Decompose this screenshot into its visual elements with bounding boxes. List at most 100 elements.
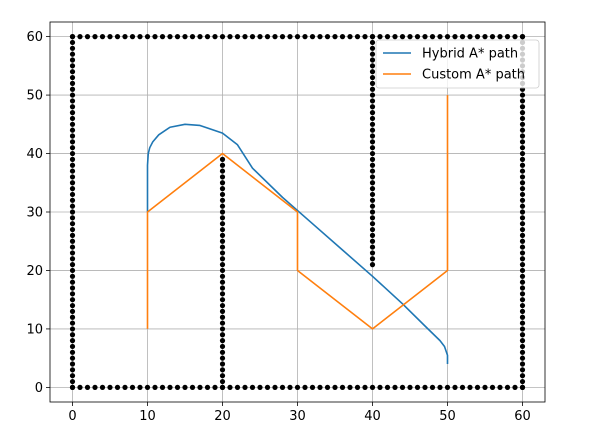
obstacle-point <box>219 308 226 314</box>
obstacle-point <box>227 384 233 390</box>
obstacle-point <box>122 384 128 390</box>
obstacle-point <box>369 110 376 116</box>
obstacle-point <box>377 384 383 390</box>
obstacle-point <box>444 34 451 40</box>
obstacle-point <box>219 221 226 227</box>
series-lines <box>146 95 449 364</box>
obstacle-point <box>219 262 226 268</box>
obstacle-point <box>519 256 526 262</box>
obstacle-point <box>369 203 376 209</box>
obstacle-point <box>362 384 368 390</box>
obstacle-point <box>219 238 226 244</box>
obstacle-point <box>77 384 83 390</box>
obstacle-point <box>369 74 376 81</box>
obstacle-point <box>137 384 143 390</box>
obstacle-point <box>264 34 271 40</box>
obstacle-point <box>369 197 376 203</box>
obstacle-point <box>489 34 496 40</box>
obstacle-point <box>69 314 76 320</box>
x-tick-label: 10 <box>139 409 156 424</box>
obstacle-point <box>377 34 383 40</box>
axis-ticks: 0 10 20 30 40 50 60 0 10 20 30 40 50 60 <box>26 30 530 424</box>
obstacle-point <box>69 291 76 297</box>
obstacle-point <box>257 384 263 390</box>
obstacle-point <box>369 162 376 168</box>
obstacle-point <box>69 226 76 233</box>
obstacle-point <box>519 121 526 127</box>
obstacle-point <box>219 297 226 303</box>
obstacle-point <box>182 34 188 40</box>
obstacle-point <box>519 332 526 338</box>
obstacle-point <box>459 34 466 40</box>
obstacle-point <box>324 384 331 390</box>
obstacle-point <box>107 384 113 390</box>
obstacle-point <box>519 203 526 209</box>
obstacle-point <box>369 250 376 256</box>
y-tick-label: 10 <box>26 322 43 337</box>
obstacle-point <box>69 332 76 338</box>
obstacle-point <box>519 367 526 373</box>
obstacle-point <box>144 34 151 40</box>
obstacle-point <box>369 174 376 180</box>
obstacle-point <box>152 384 158 390</box>
obstacle-point <box>369 150 376 157</box>
obstacle-point <box>519 139 526 145</box>
obstacle-point <box>519 34 526 40</box>
obstacle-point <box>317 34 323 40</box>
obstacle-point <box>159 384 166 390</box>
obstacle-point <box>392 34 398 40</box>
obstacle-point <box>519 326 526 332</box>
obstacle-point <box>219 320 226 326</box>
obstacle-point <box>512 384 518 390</box>
obstacle-point <box>474 384 481 390</box>
obstacle-point <box>369 121 376 127</box>
obstacle-point <box>324 34 331 40</box>
obstacle-point <box>467 34 473 40</box>
obstacle-point <box>369 232 376 238</box>
obstacle-point <box>369 209 376 215</box>
obstacle-point <box>219 250 226 256</box>
obstacle-point <box>519 244 526 250</box>
obstacle-point <box>219 367 226 373</box>
obstacle-point <box>407 34 413 40</box>
obstacle-point <box>519 92 526 98</box>
obstacle-point <box>234 384 241 390</box>
obstacle-point <box>69 57 76 63</box>
obstacle-point <box>369 34 376 40</box>
obstacle-point <box>69 297 76 303</box>
obstacle-point <box>354 384 361 390</box>
obstacle-point <box>219 285 226 291</box>
obstacle-point <box>272 384 278 390</box>
obstacle-point <box>69 74 76 81</box>
obstacle-point <box>302 34 308 40</box>
obstacle-point <box>219 180 226 186</box>
obstacle-point <box>69 110 76 116</box>
legend: Hybrid A* path Custom A* path <box>375 39 540 89</box>
obstacle-point <box>497 34 503 40</box>
obstacle-point <box>219 338 226 344</box>
obstacle-point <box>69 80 76 86</box>
obstacle-point <box>369 139 376 145</box>
obstacle-point <box>354 34 361 40</box>
obstacle-point <box>69 367 76 373</box>
obstacle-point <box>69 326 76 332</box>
obstacle-point <box>69 197 76 203</box>
obstacle-point <box>287 34 293 40</box>
legend-label: Hybrid A* path <box>422 47 518 62</box>
obstacle-point <box>219 215 226 221</box>
obstacle-point <box>219 34 226 40</box>
obstacle-point <box>69 133 76 139</box>
obstacle-point <box>467 384 473 390</box>
obstacle-point <box>69 145 76 151</box>
obstacle-point <box>219 162 226 168</box>
obstacle-point <box>369 180 376 186</box>
obstacle-point <box>69 361 76 367</box>
obstacle-point <box>519 320 526 326</box>
obstacle-point <box>219 326 226 332</box>
obstacle-point <box>429 384 436 390</box>
obstacle-point <box>69 127 76 133</box>
obstacle-point <box>69 34 76 40</box>
obstacle-point <box>399 384 406 390</box>
obstacle-point <box>114 384 121 390</box>
